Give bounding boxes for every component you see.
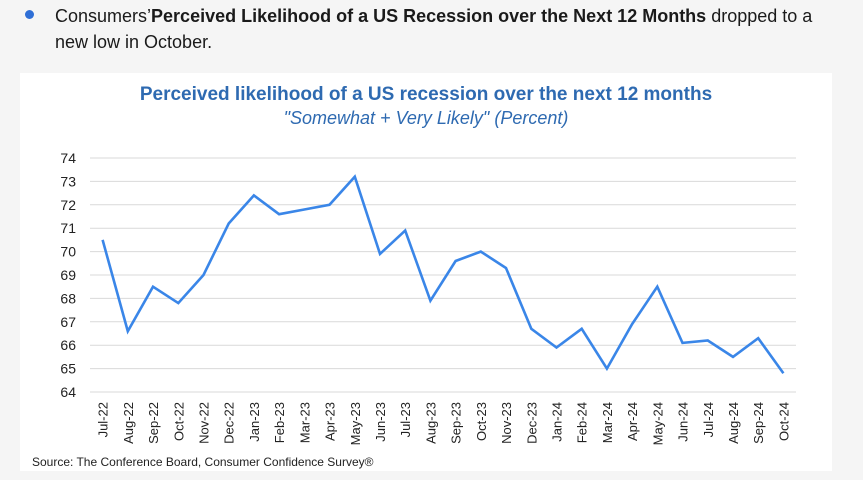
x-tick-label: Nov-23 <box>499 402 514 444</box>
y-tick-label: 70 <box>60 244 76 260</box>
chart-card: Perceived likelihood of a US recession o… <box>20 73 832 471</box>
series-line <box>101 174 785 375</box>
x-tick-label: Apr-23 <box>323 402 338 441</box>
x-tick-label: Jun-24 <box>676 402 691 442</box>
x-tick-label: May-24 <box>650 402 665 445</box>
bullet-text: Consumers’Perceived Likelihood of a US R… <box>55 3 845 55</box>
x-tick-label: Jul-22 <box>96 402 111 437</box>
bullet-suffix: dropped to a new low in October. <box>55 6 813 52</box>
x-tick-label: Jul-23 <box>398 402 413 437</box>
bullet-prefix: Consumers’ <box>55 6 152 26</box>
chart-subtitle: "Somewhat + Very Likely" (Percent) <box>283 108 569 128</box>
x-tick-label: Oct-23 <box>474 402 489 441</box>
y-tick-label: 68 <box>60 290 76 306</box>
x-tick-label: Mar-24 <box>600 402 615 443</box>
x-tick-label: Dec-22 <box>222 402 237 444</box>
x-tick-label: Mar-23 <box>297 402 312 443</box>
x-tick-label: Jul-24 <box>701 402 716 437</box>
y-tick-label: 69 <box>60 267 76 283</box>
y-tick-label: 67 <box>60 314 76 330</box>
y-tick-label: 72 <box>60 197 76 213</box>
x-tick-label: Apr-24 <box>625 402 640 441</box>
y-tick-label: 73 <box>60 173 76 189</box>
x-tick-label: Feb-23 <box>272 402 287 443</box>
line-chart: 64 65 66 67 68 69 70 71 72 73 74 Jul-22 Aug-22 Sep-22… <box>60 150 796 445</box>
x-tick-label: Dec-23 <box>524 402 539 444</box>
x-tick-label: Oct-22 <box>171 402 186 441</box>
y-tick-label: 64 <box>60 384 76 400</box>
x-tick-label: Jan-23 <box>247 402 262 442</box>
x-tick-label: Sep-23 <box>449 402 464 444</box>
y-tick-label: 71 <box>60 220 76 236</box>
x-tick-label: Nov-22 <box>196 402 211 444</box>
x-tick-label: Sep-22 <box>146 402 161 444</box>
x-tick-label: Jun-23 <box>373 402 388 442</box>
x-tick-label: Aug-24 <box>726 402 741 444</box>
x-tick-label: Oct-24 <box>776 402 791 441</box>
source-note: Source: The Conference Board, Consumer C… <box>32 455 374 469</box>
x-tick-label: Aug-22 <box>121 402 136 444</box>
y-tick-label: 66 <box>60 337 76 353</box>
chart-title: Perceived likelihood of a US recession o… <box>139 84 713 105</box>
x-tick-label: Jan-24 <box>549 402 564 442</box>
bullet-bold: Perceived Likelihood of a US Recession o… <box>151 6 707 26</box>
x-tick-label: Feb-24 <box>575 402 590 443</box>
y-tick-label: 74 <box>60 150 76 166</box>
bullet-row: Consumers’Perceived Likelihood of a US R… <box>0 0 863 70</box>
x-tick-label: Sep-24 <box>751 402 766 444</box>
y-tick-label: 65 <box>60 361 76 377</box>
bullet-dot <box>25 10 34 19</box>
x-tick-label: May-23 <box>348 402 363 445</box>
x-tick-label: Aug-23 <box>423 402 438 444</box>
